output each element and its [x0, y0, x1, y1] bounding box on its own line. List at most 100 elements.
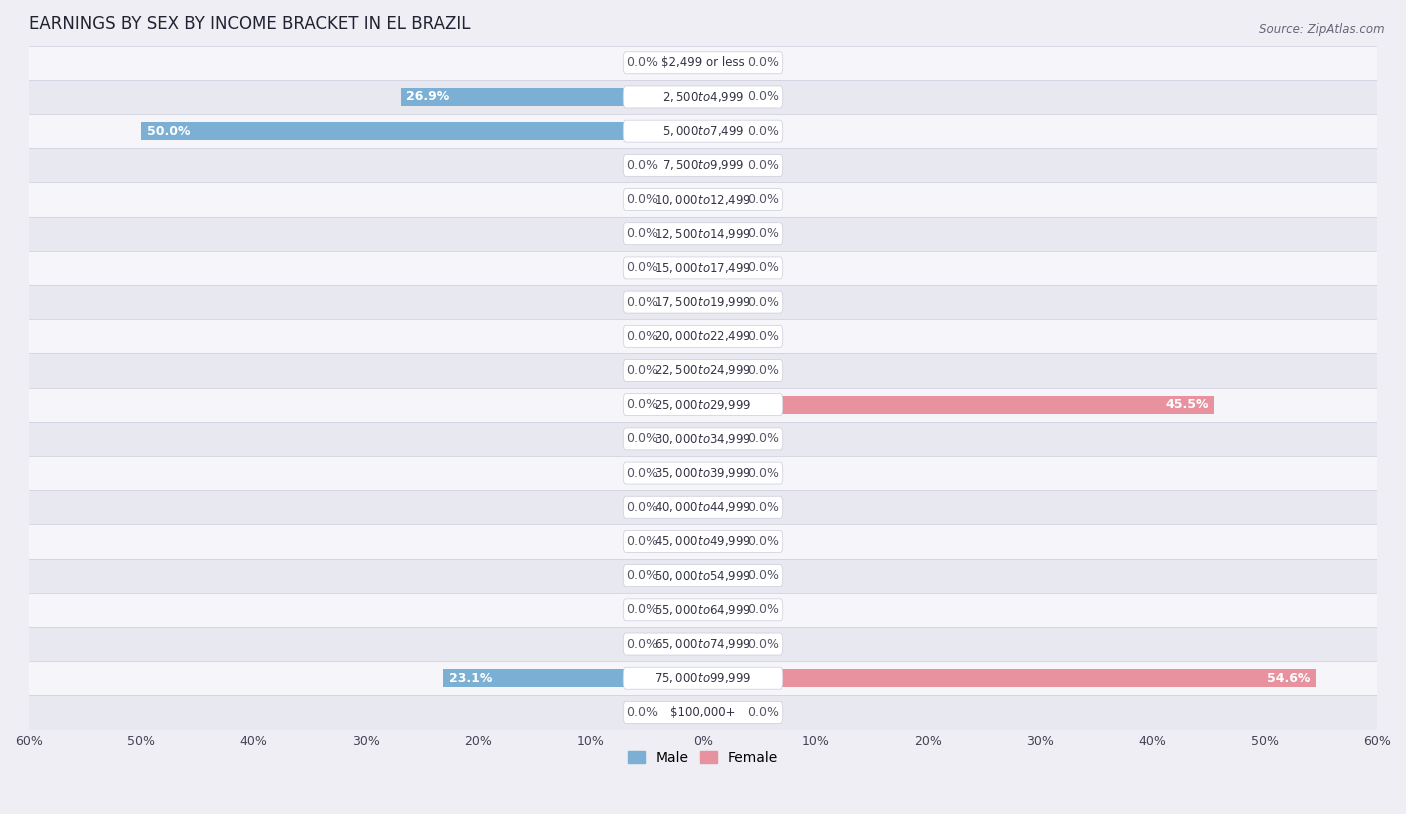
Text: $25,000 to $29,999: $25,000 to $29,999: [654, 398, 752, 412]
Bar: [703, 567, 742, 584]
Text: $65,000 to $74,999: $65,000 to $74,999: [654, 637, 752, 651]
FancyBboxPatch shape: [623, 462, 783, 484]
Bar: [664, 190, 703, 208]
Text: $5,000 to $7,499: $5,000 to $7,499: [662, 125, 744, 138]
Bar: [703, 54, 742, 72]
Bar: [664, 361, 703, 379]
Bar: [30, 217, 1376, 251]
Text: 0.0%: 0.0%: [748, 90, 779, 103]
Text: 0.0%: 0.0%: [627, 603, 658, 616]
Bar: [30, 593, 1376, 627]
FancyBboxPatch shape: [623, 702, 783, 724]
Bar: [30, 524, 1376, 558]
Legend: Male, Female: Male, Female: [623, 746, 783, 770]
Bar: [30, 251, 1376, 285]
Text: 50.0%: 50.0%: [146, 125, 190, 138]
Text: 0.0%: 0.0%: [627, 569, 658, 582]
Bar: [30, 46, 1376, 80]
Bar: [30, 114, 1376, 148]
Text: $2,499 or less: $2,499 or less: [661, 56, 745, 69]
Text: 0.0%: 0.0%: [748, 603, 779, 616]
Bar: [664, 430, 703, 448]
FancyBboxPatch shape: [623, 120, 783, 142]
Bar: [30, 490, 1376, 524]
FancyBboxPatch shape: [623, 531, 783, 553]
FancyBboxPatch shape: [623, 633, 783, 655]
Text: 0.0%: 0.0%: [627, 227, 658, 240]
Text: $22,500 to $24,999: $22,500 to $24,999: [654, 364, 752, 378]
Bar: [703, 430, 742, 448]
Bar: [30, 558, 1376, 593]
Text: 0.0%: 0.0%: [748, 637, 779, 650]
FancyBboxPatch shape: [623, 291, 783, 313]
Bar: [664, 327, 703, 345]
FancyBboxPatch shape: [623, 360, 783, 382]
Text: $35,000 to $39,999: $35,000 to $39,999: [654, 466, 752, 480]
Bar: [30, 182, 1376, 217]
Text: 0.0%: 0.0%: [748, 227, 779, 240]
Bar: [30, 422, 1376, 456]
Bar: [703, 532, 742, 550]
Text: $100,000+: $100,000+: [671, 706, 735, 719]
FancyBboxPatch shape: [623, 52, 783, 74]
Bar: [30, 661, 1376, 695]
Bar: [30, 456, 1376, 490]
Text: $50,000 to $54,999: $50,000 to $54,999: [654, 569, 752, 583]
Bar: [703, 156, 742, 174]
Text: $45,000 to $49,999: $45,000 to $49,999: [654, 535, 752, 549]
Bar: [664, 156, 703, 174]
Bar: [703, 464, 742, 482]
Bar: [141, 122, 703, 140]
FancyBboxPatch shape: [623, 667, 783, 689]
Bar: [703, 361, 742, 379]
FancyBboxPatch shape: [623, 428, 783, 450]
Text: 0.0%: 0.0%: [627, 535, 658, 548]
FancyBboxPatch shape: [623, 223, 783, 245]
Text: 0.0%: 0.0%: [627, 261, 658, 274]
Bar: [401, 88, 703, 106]
Bar: [664, 54, 703, 72]
Text: 0.0%: 0.0%: [627, 364, 658, 377]
Text: 0.0%: 0.0%: [627, 637, 658, 650]
FancyBboxPatch shape: [623, 565, 783, 587]
Bar: [703, 293, 742, 311]
Bar: [30, 285, 1376, 319]
Text: 23.1%: 23.1%: [449, 672, 492, 685]
Text: 26.9%: 26.9%: [406, 90, 450, 103]
Text: $15,000 to $17,499: $15,000 to $17,499: [654, 261, 752, 275]
Text: $20,000 to $22,499: $20,000 to $22,499: [654, 330, 752, 344]
Text: $55,000 to $64,999: $55,000 to $64,999: [654, 603, 752, 617]
Bar: [664, 293, 703, 311]
Bar: [443, 669, 703, 687]
Text: $12,500 to $14,999: $12,500 to $14,999: [654, 227, 752, 241]
Text: EARNINGS BY SEX BY INCOME BRACKET IN EL BRAZIL: EARNINGS BY SEX BY INCOME BRACKET IN EL …: [30, 15, 471, 33]
Bar: [703, 703, 742, 721]
Text: $2,500 to $4,999: $2,500 to $4,999: [662, 90, 744, 104]
FancyBboxPatch shape: [623, 257, 783, 279]
Text: $30,000 to $34,999: $30,000 to $34,999: [654, 432, 752, 446]
Bar: [30, 627, 1376, 661]
Text: 0.0%: 0.0%: [627, 501, 658, 514]
Text: 54.6%: 54.6%: [1267, 672, 1310, 685]
Bar: [30, 319, 1376, 353]
Bar: [664, 532, 703, 550]
Bar: [664, 601, 703, 619]
Text: 0.0%: 0.0%: [627, 295, 658, 309]
Text: 0.0%: 0.0%: [627, 398, 658, 411]
Bar: [30, 695, 1376, 729]
Bar: [703, 259, 742, 277]
Text: 0.0%: 0.0%: [748, 706, 779, 719]
Bar: [664, 259, 703, 277]
Text: $17,500 to $19,999: $17,500 to $19,999: [654, 295, 752, 309]
Text: 0.0%: 0.0%: [748, 330, 779, 343]
Text: 0.0%: 0.0%: [748, 466, 779, 479]
FancyBboxPatch shape: [623, 497, 783, 519]
Bar: [30, 80, 1376, 114]
Text: 0.0%: 0.0%: [748, 501, 779, 514]
Bar: [703, 396, 1215, 414]
Text: 0.0%: 0.0%: [748, 295, 779, 309]
Bar: [703, 225, 742, 243]
Text: 0.0%: 0.0%: [627, 159, 658, 172]
Bar: [664, 225, 703, 243]
Text: 0.0%: 0.0%: [748, 569, 779, 582]
